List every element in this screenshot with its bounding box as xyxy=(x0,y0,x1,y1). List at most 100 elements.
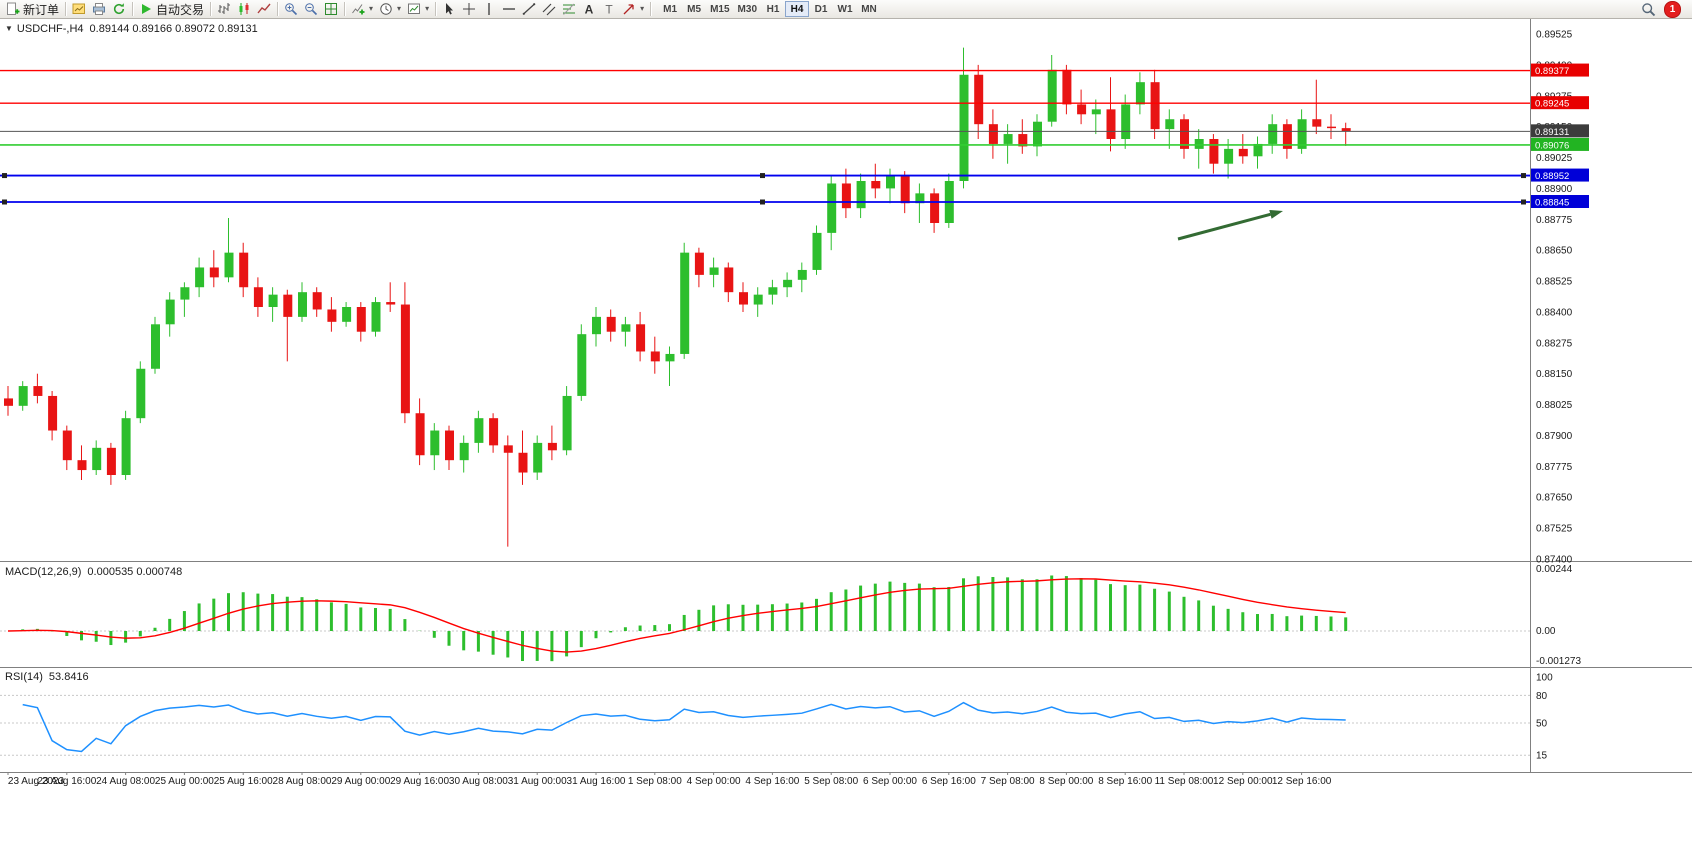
vertical-line-icon xyxy=(488,3,490,15)
refresh-icon xyxy=(113,3,125,15)
svg-text:50: 50 xyxy=(1536,719,1548,730)
vertical-line-button[interactable] xyxy=(479,1,499,18)
separator xyxy=(435,2,437,16)
chart-symbol-header: ▼ USDCHF-,H4 0.89144 0.89166 0.89072 0.891… xyxy=(5,23,258,35)
svg-text:80: 80 xyxy=(1536,691,1548,702)
svg-text:0.87775: 0.87775 xyxy=(1536,462,1573,473)
svg-text:0.88650: 0.88650 xyxy=(1536,246,1573,257)
svg-text:23 Aug 2023: 23 Aug 2023 xyxy=(8,776,65,787)
svg-text:12 Sep 16:00: 12 Sep 16:00 xyxy=(1272,776,1332,787)
search-button[interactable] xyxy=(1638,1,1659,18)
svg-text:23 Aug 16:00: 23 Aug 16:00 xyxy=(37,776,96,787)
text-icon: A xyxy=(585,3,594,17)
svg-text:0.87525: 0.87525 xyxy=(1536,524,1573,535)
tile-windows-button[interactable] xyxy=(321,1,341,18)
line-chart-button[interactable] xyxy=(254,1,274,18)
timeframe-button-mn[interactable]: MN xyxy=(857,1,881,17)
macd-values: 0.000535 0.000748 xyxy=(87,566,183,578)
timeframe-button-m30[interactable]: M30 xyxy=(734,1,761,17)
svg-text:0.88525: 0.88525 xyxy=(1536,277,1573,288)
text-label-button[interactable]: T xyxy=(599,1,619,18)
timeframe-button-m15[interactable]: M15 xyxy=(706,1,733,17)
svg-text:0.88400: 0.88400 xyxy=(1536,307,1573,318)
svg-text:T: T xyxy=(605,3,613,17)
indicators-icon xyxy=(352,4,365,15)
candlestick-chart-button[interactable] xyxy=(234,1,254,18)
indicators-button[interactable]: ▾ xyxy=(348,1,376,18)
timeframe-button-m1[interactable]: M1 xyxy=(658,1,682,17)
zoom-out-button[interactable] xyxy=(301,1,321,18)
price-chart[interactable]: 0.895250.894000.892750.891500.890250.889… xyxy=(0,19,1692,852)
refresh-button[interactable] xyxy=(109,1,129,18)
crosshair-button[interactable] xyxy=(459,1,479,18)
svg-text:0.88275: 0.88275 xyxy=(1536,338,1573,349)
periods-button[interactable]: ▾ xyxy=(376,1,404,18)
svg-text:0.88775: 0.88775 xyxy=(1536,215,1573,226)
chart-title: USDCHF-,H4 xyxy=(16,23,84,35)
svg-text:4 Sep 00:00: 4 Sep 00:00 xyxy=(687,776,741,787)
channel-button[interactable] xyxy=(539,1,559,18)
bars-chart-icon xyxy=(218,3,231,14)
svg-text:0.00244: 0.00244 xyxy=(1536,564,1573,575)
svg-text:0.00: 0.00 xyxy=(1536,626,1556,637)
separator xyxy=(65,2,67,16)
timeframe-button-m5[interactable]: M5 xyxy=(682,1,706,17)
svg-text:0.89525: 0.89525 xyxy=(1536,30,1573,41)
bar-chart-button[interactable] xyxy=(214,1,234,18)
separator xyxy=(650,2,652,16)
svg-text:29 Aug 00:00: 29 Aug 00:00 xyxy=(331,776,390,787)
chevron-down-icon: ▾ xyxy=(640,4,645,13)
svg-text:0.88952: 0.88952 xyxy=(1535,171,1569,182)
text-button[interactable]: A xyxy=(579,1,599,18)
print-button[interactable] xyxy=(89,1,109,18)
timeframe-button-w1[interactable]: W1 xyxy=(833,1,857,17)
svg-text:12 Sep 00:00: 12 Sep 00:00 xyxy=(1213,776,1273,787)
chevron-down-icon: ▾ xyxy=(369,4,374,13)
periods-icon xyxy=(380,3,392,15)
svg-text:0.89131: 0.89131 xyxy=(1535,127,1569,138)
chart-window: 0.895250.894000.892750.891500.890250.889… xyxy=(0,19,1692,852)
svg-text:0.89245: 0.89245 xyxy=(1535,99,1569,110)
new-order-button[interactable]: 新订单 xyxy=(3,1,62,18)
tile-windows-icon xyxy=(325,3,338,15)
svg-text:0.88900: 0.88900 xyxy=(1536,184,1573,195)
svg-text:25 Aug 16:00: 25 Aug 16:00 xyxy=(214,776,273,787)
macd-label: MACD(12,26,9) xyxy=(5,566,82,578)
fibonacci-button[interactable] xyxy=(559,1,579,18)
autotrade-button[interactable]: 自动交易 xyxy=(136,1,207,18)
candlestick-chart-icon xyxy=(239,3,249,15)
cursor-button[interactable] xyxy=(439,1,459,18)
trendline-button[interactable] xyxy=(519,1,539,18)
svg-text:6 Sep 16:00: 6 Sep 16:00 xyxy=(922,776,976,787)
zoom-out-icon xyxy=(305,3,318,16)
print-icon xyxy=(93,3,106,15)
svg-text:15: 15 xyxy=(1536,751,1548,762)
svg-text:29 Aug 16:00: 29 Aug 16:00 xyxy=(390,776,449,787)
svg-text:31 Aug 16:00: 31 Aug 16:00 xyxy=(567,776,626,787)
crosshair-icon xyxy=(463,3,476,15)
templates-button[interactable]: ▾ xyxy=(404,1,432,18)
svg-text:0.87900: 0.87900 xyxy=(1536,431,1573,442)
svg-text:0.89076: 0.89076 xyxy=(1535,140,1569,151)
notification-badge[interactable]: 1 xyxy=(1664,0,1681,18)
svg-text:28 Aug 08:00: 28 Aug 08:00 xyxy=(273,776,332,787)
shapes-icon xyxy=(623,4,634,15)
cursor-icon xyxy=(446,3,454,15)
zoom-in-button[interactable] xyxy=(281,1,301,18)
collapse-chart-icon[interactable]: ▼ xyxy=(5,24,13,33)
chevron-down-icon: ▾ xyxy=(425,4,430,13)
svg-text:30 Aug 08:00: 30 Aug 08:00 xyxy=(449,776,508,787)
timeframe-button-h1[interactable]: H1 xyxy=(761,1,785,17)
templates-icon xyxy=(408,3,421,14)
svg-text:0.88150: 0.88150 xyxy=(1536,369,1573,380)
chart-ohlc-values: 0.89144 0.89166 0.89072 0.89131 xyxy=(89,23,258,35)
text-label-icon: T xyxy=(605,3,613,17)
shapes-button[interactable]: ▾ xyxy=(619,1,647,18)
new-order-label: 新订单 xyxy=(23,2,60,17)
horizontal-line-button[interactable] xyxy=(499,1,519,18)
toolbar: 新订单 自动交易 xyxy=(0,0,1692,19)
timeframe-button-h4[interactable]: H4 xyxy=(785,1,809,17)
timeframe-button-d1[interactable]: D1 xyxy=(809,1,833,17)
separator xyxy=(344,2,346,16)
new-chart-button[interactable] xyxy=(69,1,89,18)
